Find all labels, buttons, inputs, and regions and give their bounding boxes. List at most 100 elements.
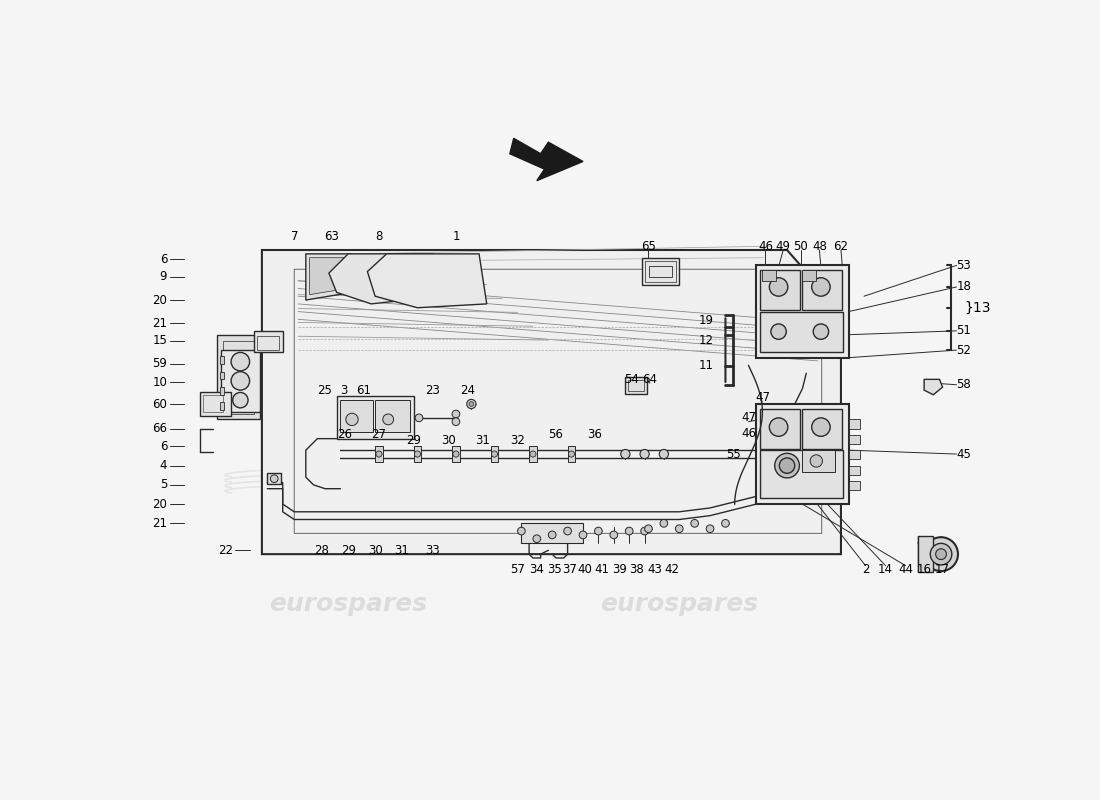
Text: eurospares: eurospares — [270, 492, 427, 516]
Circle shape — [231, 353, 250, 371]
Polygon shape — [306, 254, 352, 300]
Circle shape — [532, 535, 541, 542]
Circle shape — [453, 451, 459, 457]
Text: 8: 8 — [375, 230, 383, 242]
Polygon shape — [310, 258, 346, 294]
Circle shape — [640, 527, 649, 535]
Circle shape — [771, 324, 786, 339]
Circle shape — [518, 527, 526, 535]
Circle shape — [469, 402, 474, 406]
Bar — [849, 466, 860, 475]
Text: 40: 40 — [578, 563, 593, 576]
Text: 58: 58 — [957, 378, 971, 391]
Circle shape — [383, 414, 394, 425]
Text: 29: 29 — [341, 544, 355, 557]
Bar — [849, 419, 860, 429]
Text: 56: 56 — [549, 428, 563, 442]
Text: 26: 26 — [337, 428, 352, 442]
Text: 47: 47 — [755, 391, 770, 404]
Text: 15: 15 — [152, 334, 167, 347]
Circle shape — [466, 399, 476, 409]
Bar — [757, 266, 849, 358]
Bar — [452, 446, 460, 462]
Text: 18: 18 — [957, 281, 971, 294]
Text: 24: 24 — [460, 384, 475, 397]
Circle shape — [233, 393, 249, 408]
Circle shape — [492, 451, 497, 457]
Circle shape — [415, 451, 420, 457]
Text: 22: 22 — [218, 544, 233, 557]
Circle shape — [810, 455, 823, 467]
Text: 16: 16 — [916, 563, 932, 576]
Bar — [254, 331, 284, 353]
Text: 31: 31 — [395, 544, 409, 557]
Text: eurospares: eurospares — [601, 592, 758, 616]
Circle shape — [931, 543, 952, 565]
Text: 6: 6 — [160, 440, 167, 453]
Circle shape — [569, 451, 574, 457]
Circle shape — [271, 475, 278, 482]
Bar — [257, 336, 279, 350]
Text: 53: 53 — [957, 259, 971, 272]
Text: 39: 39 — [612, 563, 627, 576]
Text: 9: 9 — [160, 270, 167, 283]
Bar — [521, 523, 583, 542]
Bar — [337, 396, 414, 438]
Circle shape — [660, 519, 668, 527]
Circle shape — [231, 372, 250, 390]
Text: 3: 3 — [341, 384, 348, 397]
Bar — [221, 350, 260, 412]
Text: eurospares: eurospares — [601, 492, 758, 516]
Bar — [220, 372, 224, 379]
Circle shape — [452, 418, 460, 426]
Polygon shape — [329, 254, 440, 304]
Text: 21: 21 — [152, 517, 167, 530]
Bar — [757, 404, 849, 504]
Text: 33: 33 — [426, 544, 440, 557]
Text: 43: 43 — [647, 563, 662, 576]
Text: 14: 14 — [878, 563, 893, 576]
Circle shape — [579, 531, 587, 538]
Circle shape — [936, 549, 946, 559]
Text: 51: 51 — [957, 324, 971, 338]
Bar — [529, 446, 537, 462]
Text: 28: 28 — [314, 544, 329, 557]
Text: 11: 11 — [698, 359, 714, 372]
Circle shape — [722, 519, 729, 527]
Polygon shape — [510, 138, 583, 181]
Bar — [642, 258, 680, 286]
Text: 44: 44 — [898, 563, 913, 576]
Text: 17: 17 — [935, 563, 950, 576]
Text: 19: 19 — [698, 314, 714, 327]
Text: 50: 50 — [793, 240, 808, 253]
Bar — [803, 409, 843, 449]
Bar — [803, 270, 816, 281]
Circle shape — [548, 531, 557, 538]
Circle shape — [813, 324, 828, 339]
Text: 1: 1 — [452, 230, 460, 242]
Circle shape — [659, 450, 669, 458]
Text: 4: 4 — [160, 459, 167, 472]
Circle shape — [769, 278, 788, 296]
Text: 20: 20 — [152, 498, 167, 510]
Bar — [917, 537, 933, 572]
Text: 45: 45 — [957, 447, 971, 461]
Bar — [341, 400, 373, 433]
Text: 60: 60 — [152, 398, 167, 410]
Text: 66: 66 — [152, 422, 167, 435]
Text: 63: 63 — [323, 230, 339, 242]
Text: 7: 7 — [290, 230, 298, 242]
Bar — [220, 387, 224, 394]
Text: 12: 12 — [698, 334, 714, 347]
Text: 41: 41 — [595, 563, 609, 576]
Text: 6: 6 — [160, 253, 167, 266]
Text: 37: 37 — [562, 563, 578, 576]
Text: 52: 52 — [957, 344, 971, 357]
Bar — [267, 474, 282, 484]
Bar — [803, 450, 835, 472]
Circle shape — [706, 525, 714, 533]
Text: }13: }13 — [964, 301, 991, 314]
Circle shape — [625, 527, 634, 535]
Text: 20: 20 — [152, 294, 167, 306]
Text: 54: 54 — [624, 373, 639, 386]
